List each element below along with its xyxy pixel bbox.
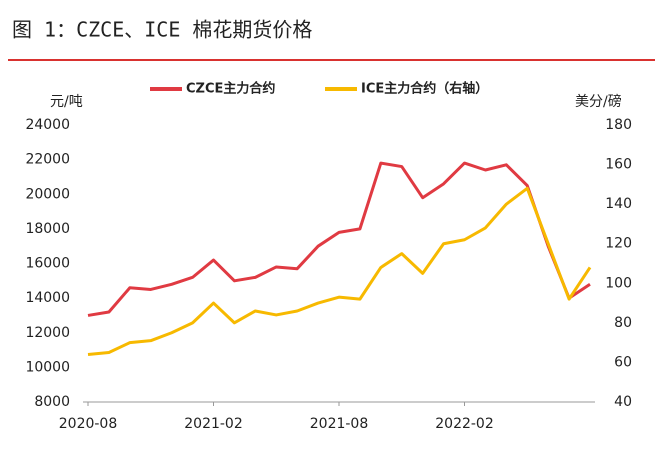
- y-tick-label: 12000: [25, 325, 70, 341]
- y2-tick-label: 120: [605, 236, 632, 252]
- y-tick-label: 24000: [25, 117, 70, 133]
- y-tick-label: 16000: [25, 256, 70, 272]
- x-tick-label: 2020-08: [59, 416, 118, 432]
- y-tick-label: 18000: [25, 221, 70, 237]
- y2-tick-label: 140: [605, 196, 632, 212]
- x-tick-label: 2021-02: [184, 416, 243, 432]
- chart-title: 图 1：CZCE、ICE 棉花期货价格: [12, 18, 312, 42]
- y2-tick-label: 160: [605, 157, 632, 173]
- y2-tick-label: 80: [614, 315, 632, 331]
- y2-tick-label: 60: [614, 354, 632, 370]
- series-line: [87, 186, 592, 357]
- y2-tick-label: 100: [605, 275, 632, 291]
- legend-label: ICE主力合约（右轴）: [361, 81, 488, 97]
- legend-label: CZCE主力合约: [186, 81, 275, 97]
- y-tick-label: 22000: [25, 152, 70, 168]
- y-tick-label: 8000: [34, 394, 70, 410]
- x-tick-label: 2022-02: [435, 416, 494, 432]
- y2-tick-label: 180: [605, 117, 632, 133]
- y-tick-label: 14000: [25, 290, 70, 306]
- series-line: [87, 161, 591, 317]
- y2-axis-label: 美分/磅: [575, 93, 622, 110]
- y-axis-label: 元/吨: [50, 94, 83, 110]
- y-tick-label: 20000: [25, 186, 70, 202]
- y2-tick-label: 40: [614, 394, 632, 410]
- y-tick-label: 10000: [25, 359, 70, 375]
- x-tick-label: 2021-08: [310, 416, 369, 432]
